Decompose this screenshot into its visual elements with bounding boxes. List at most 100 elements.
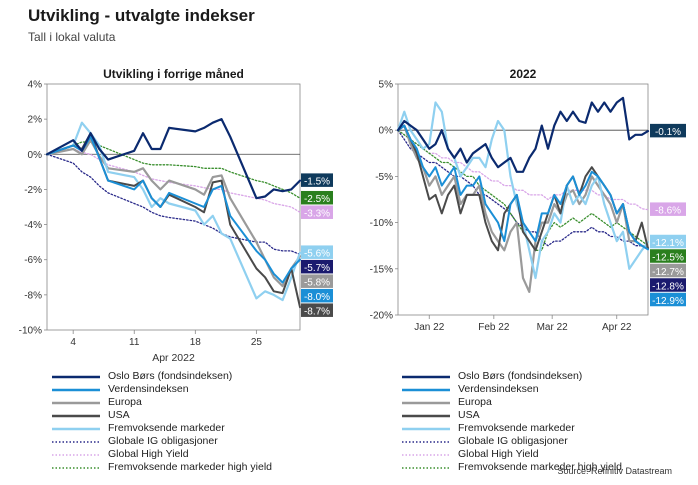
end-label-box — [301, 173, 333, 187]
legend-swatch — [402, 375, 450, 379]
legend-label: Fremvoksende markeder high yield — [108, 461, 272, 473]
page-subtitle: Tall i lokal valuta — [28, 30, 116, 44]
x-axis-label: Apr 2022 — [152, 352, 195, 364]
legend-label: Global High Yield — [108, 448, 189, 460]
y-tick-label: 4% — [28, 80, 43, 91]
end-label: -5.6% — [301, 245, 333, 259]
series-line-4 — [46, 132, 301, 309]
end-label: -5.8% — [301, 274, 333, 288]
end-label: -2.5% — [301, 190, 333, 205]
legend-label: Fremvoksende markeder — [108, 422, 225, 434]
end-label-box — [650, 278, 686, 292]
end-label-box — [301, 205, 333, 219]
end-label-box — [650, 263, 686, 278]
legend-swatch — [52, 467, 100, 469]
legend-label: Verdensindeksen — [458, 383, 539, 395]
chart-title: 2022 — [510, 67, 537, 81]
end-label: -12.5% — [650, 249, 686, 263]
end-label: -12.8% — [650, 278, 686, 292]
end-label-box — [650, 123, 686, 138]
end-label: -3.3% — [301, 205, 333, 220]
end-label-text: -8.7% — [304, 306, 330, 317]
end-label-text: -5.6% — [304, 248, 330, 259]
y-tick-label: -6% — [24, 255, 42, 266]
y-tick-label: 5% — [379, 80, 394, 91]
series-line-3 — [396, 124, 650, 293]
end-label: -8.0% — [301, 288, 333, 303]
series-line-1 — [396, 96, 650, 173]
end-label-box — [650, 234, 686, 249]
end-label-text: -0.1% — [655, 127, 681, 138]
legend-label: Globale IG obligasjoner — [108, 435, 218, 447]
legend-label: Verdensindeksen — [108, 383, 189, 395]
legend-swatch — [52, 401, 100, 405]
legend-swatch — [402, 388, 450, 392]
end-label: -12.7% — [650, 263, 686, 278]
legend-label: Global High Yield — [458, 448, 539, 460]
series-line-7 — [46, 148, 301, 213]
end-label-text: -8.6% — [655, 205, 681, 216]
series-line-6 — [46, 153, 301, 256]
end-label-box — [301, 190, 333, 205]
end-label-text: -12.9% — [652, 296, 684, 307]
legend-swatch — [52, 441, 100, 443]
chart-title: Utvikling i forrige måned — [103, 67, 244, 81]
x-tick-label: Mar 22 — [537, 322, 569, 333]
y-tick-label: 0% — [379, 126, 394, 137]
legend-swatch — [402, 454, 450, 456]
legend-label: USA — [108, 409, 130, 421]
plot-frame — [46, 83, 301, 331]
legend-swatch — [52, 454, 100, 456]
y-tick-label: -5% — [375, 172, 393, 183]
y-tick-label: -20% — [370, 311, 393, 322]
end-label: -1.5% — [301, 173, 333, 187]
end-label-text: -5.7% — [304, 263, 330, 274]
x-tick-label: 25 — [251, 337, 263, 348]
y-tick-label: 0% — [28, 150, 43, 161]
end-label: -12.1% — [650, 234, 686, 249]
end-label-text: -2.5% — [304, 194, 330, 205]
series-line-1 — [45, 117, 302, 200]
end-label-text: -8.0% — [304, 292, 330, 303]
series-line-2 — [397, 124, 649, 251]
legend-swatch — [52, 388, 100, 392]
x-tick-label: 18 — [190, 337, 202, 348]
y-tick-label: 2% — [28, 115, 43, 126]
end-label: -5.7% — [301, 259, 333, 274]
y-tick-label: -10% — [19, 326, 42, 337]
end-label-text: -12.5% — [652, 252, 684, 263]
y-tick-label: -8% — [24, 290, 42, 301]
legend-label: Fremvoksende markeder high yield — [458, 461, 622, 473]
end-label-box — [650, 249, 686, 263]
end-label-box — [301, 245, 333, 259]
plot-frame — [397, 83, 649, 316]
y-tick-label: -4% — [24, 220, 42, 231]
legend-swatch — [402, 467, 450, 469]
x-tick-label: 11 — [129, 337, 140, 348]
end-label: -12.9% — [650, 292, 686, 307]
legend-swatch — [402, 441, 450, 443]
y-tick-label: -2% — [24, 185, 42, 196]
series-line-3 — [45, 139, 302, 288]
y-tick-label: -10% — [370, 218, 393, 229]
end-label-text: -12.8% — [652, 281, 684, 292]
page-title: Utvikling - utvalgte indekser — [28, 6, 255, 25]
end-label-text: -1.5% — [304, 176, 330, 187]
end-label-text: -12.7% — [652, 267, 684, 278]
x-tick-label: Apr 22 — [602, 322, 632, 333]
x-tick-label: Jan 22 — [414, 322, 444, 333]
legend-label: Oslo Børs (fondsindeksen) — [458, 370, 583, 382]
legend-swatch — [52, 414, 100, 418]
legend-swatch — [402, 427, 450, 431]
end-label: -8.7% — [301, 303, 333, 317]
end-label-box — [301, 288, 333, 303]
x-tick-label: 4 — [70, 337, 76, 348]
source-note: Source: Refinitiv Datastream — [557, 466, 672, 476]
legend-label: Europa — [108, 396, 142, 408]
chart-2: 2022 5% 0% -5% -10% -15% -20% Jan 22 Feb 22 Mar 2… — [370, 67, 686, 333]
legend-label: Europa — [458, 396, 492, 408]
end-label: -0.1% — [650, 123, 686, 138]
end-label-text: -5.8% — [304, 277, 330, 288]
end-label-box — [301, 274, 333, 288]
